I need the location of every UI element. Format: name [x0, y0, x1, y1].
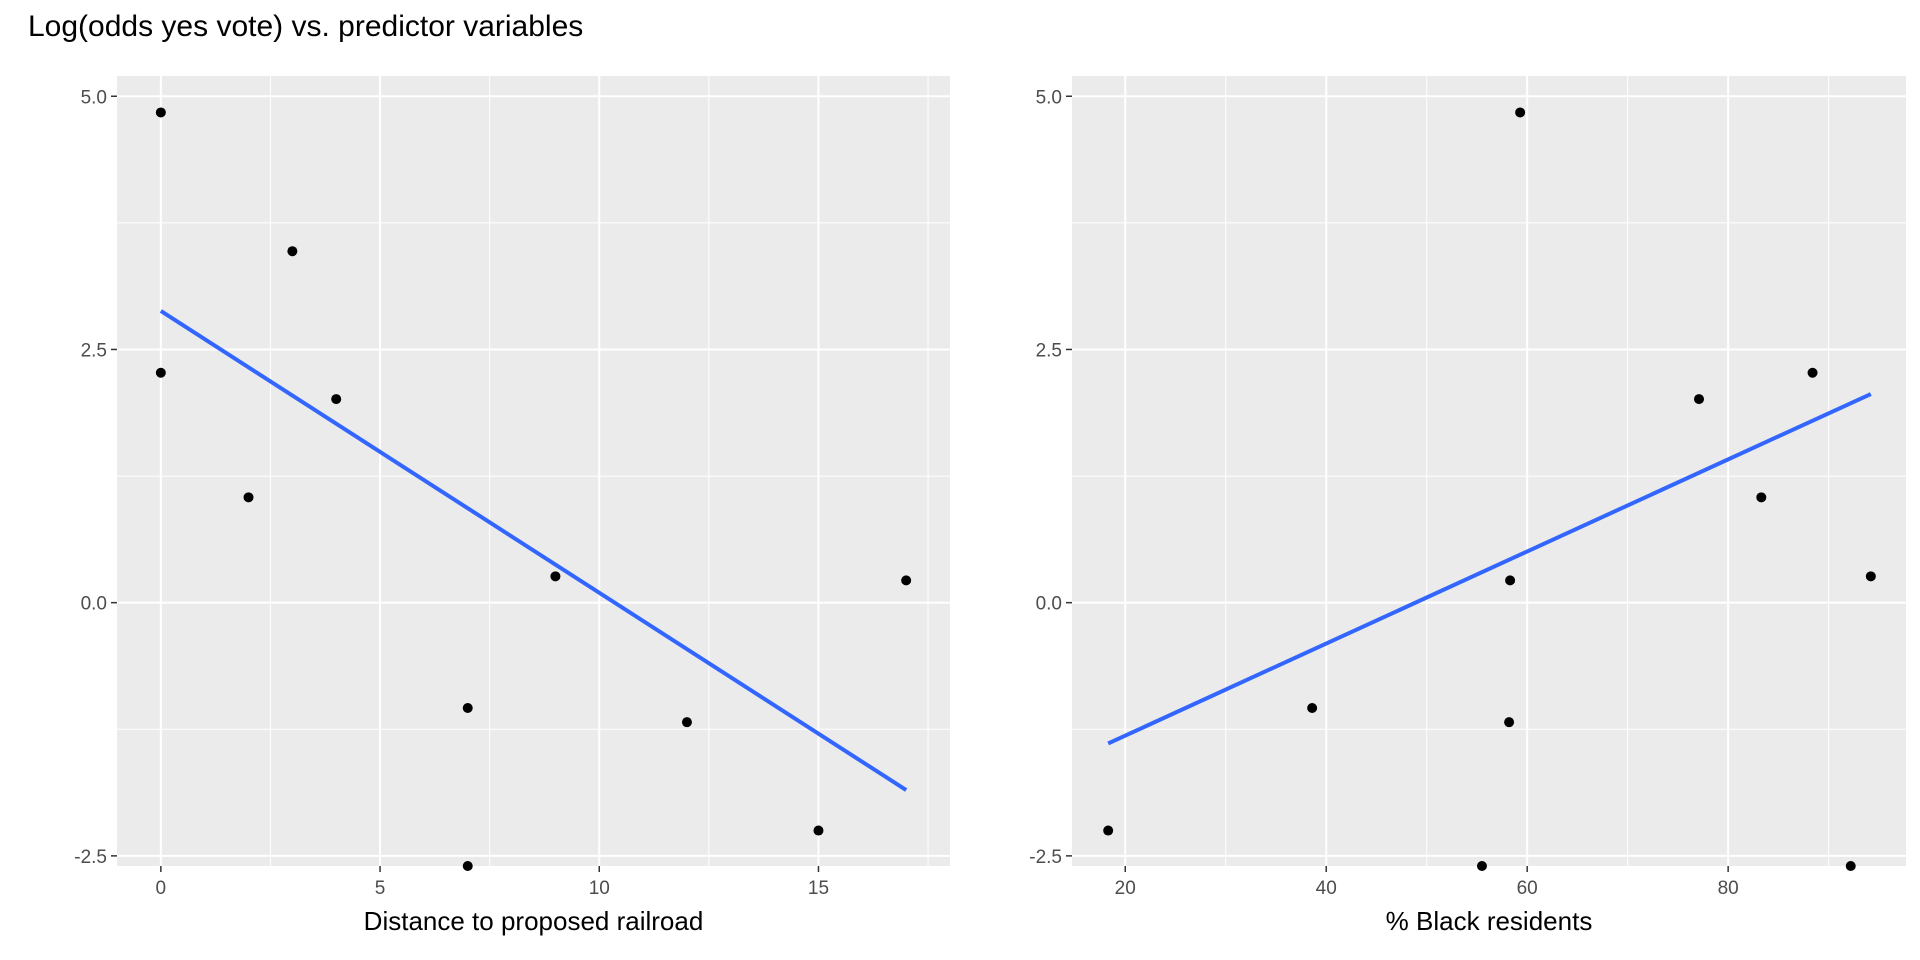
x-tick-label: 15 [808, 878, 829, 899]
x-tick-label: 40 [1316, 878, 1337, 899]
data-point [1694, 394, 1705, 405]
x-axis-title: Distance to proposed railroad [364, 906, 704, 936]
x-tick-label: 0 [156, 878, 167, 899]
regression-line [159, 309, 908, 792]
y-tick-label: -2.5 [1029, 847, 1062, 868]
data-point [1515, 107, 1526, 118]
y-tick-label: 0.0 [1036, 594, 1062, 615]
panel-black-residents: 20 40 60 80 -2.5 0.0 2.5 5.0 % Black residents [1029, 76, 1906, 936]
panel-distance: 0 5 10 15 -2.5 0.0 2.5 5.0 Distance to proposed … [74, 76, 950, 936]
data-point [155, 367, 166, 378]
y-tick-label: -2.5 [74, 847, 107, 868]
data-point [1505, 575, 1516, 586]
y-tick-label: 0.0 [81, 594, 107, 615]
data-point [813, 825, 824, 836]
data-point [550, 571, 561, 582]
x-tick-label: 5 [375, 878, 386, 899]
data-point [1103, 825, 1114, 836]
x-tick-label: 80 [1718, 878, 1739, 899]
data-point [681, 717, 692, 728]
data-point [1504, 717, 1515, 728]
data-point [331, 394, 342, 405]
data-point [1476, 861, 1487, 871]
data-point [462, 703, 473, 713]
regression-line [1107, 392, 1872, 746]
data-point [1845, 861, 1856, 871]
data-point [462, 861, 473, 871]
panel-background [1072, 76, 1906, 866]
data-point [287, 246, 298, 257]
x-tick-label: 60 [1517, 878, 1538, 899]
y-tick-label: 5.0 [1036, 87, 1062, 108]
data-point [901, 575, 912, 586]
y-tick-label: 5.0 [81, 87, 107, 108]
panel-background [117, 76, 950, 866]
data-point [1756, 492, 1767, 503]
y-tick-label: 2.5 [81, 340, 107, 361]
y-tick-label: 2.5 [1036, 340, 1062, 361]
data-point [1307, 703, 1318, 713]
data-point [1865, 571, 1876, 582]
chart-title: Log(odds yes vote) vs. predictor variabl… [28, 10, 584, 43]
x-tick-label: 20 [1115, 878, 1136, 899]
data-point [243, 492, 254, 503]
x-axis-title: % Black residents [1386, 906, 1593, 936]
data-point [1807, 367, 1818, 378]
data-point [155, 107, 166, 118]
x-tick-label: 10 [589, 878, 610, 899]
